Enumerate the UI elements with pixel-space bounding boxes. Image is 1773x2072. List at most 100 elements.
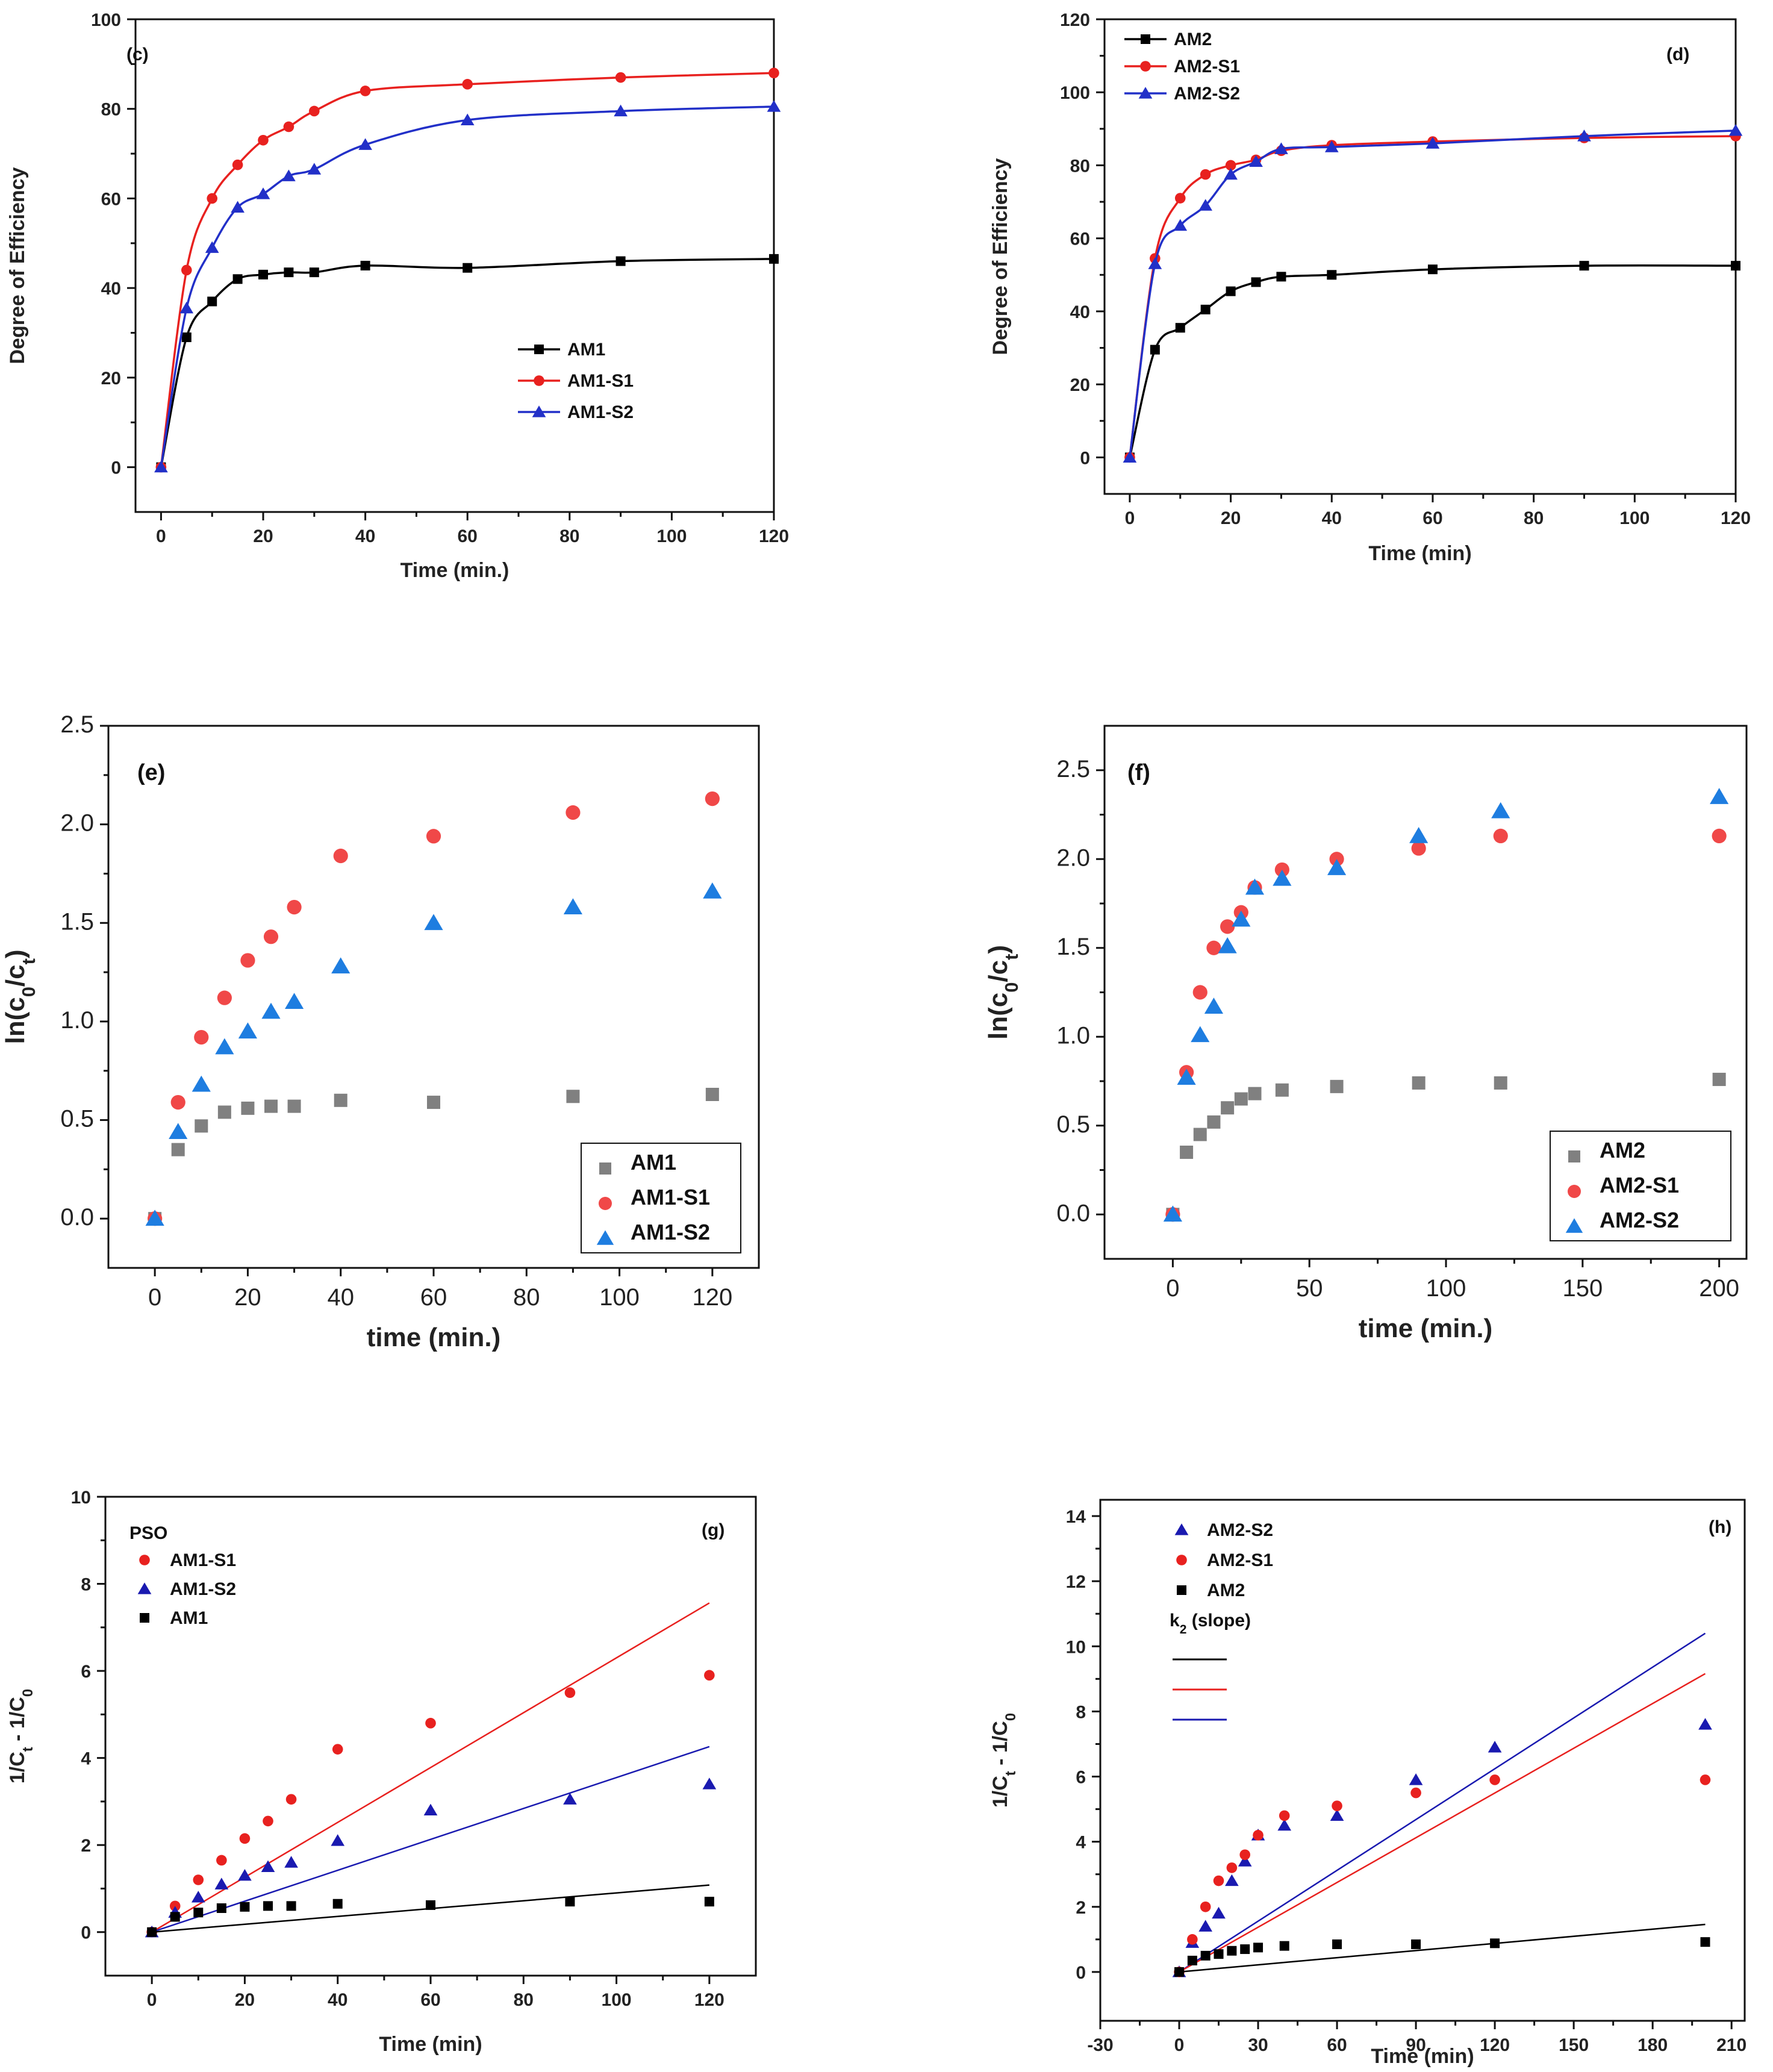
data-point (1330, 1809, 1344, 1821)
data-point (768, 67, 779, 79)
legend-label: AM1 (170, 1608, 208, 1628)
x-tick-label: 120 (1721, 508, 1751, 528)
data-point (1220, 919, 1235, 934)
data-point (231, 201, 245, 213)
data-point (216, 1855, 227, 1866)
data-point (1491, 802, 1510, 819)
data-point (1221, 1101, 1235, 1115)
series-line (1129, 264, 1736, 458)
data-point (1253, 1942, 1264, 1953)
data-point (704, 1897, 714, 1907)
data-point (169, 1900, 181, 1912)
x-tick-label: 80 (514, 1990, 534, 2010)
data-point (705, 1088, 719, 1101)
data-point (1490, 1938, 1500, 1949)
x-tick-label: 80 (513, 1284, 540, 1311)
data-point (614, 104, 628, 117)
data-point (283, 121, 294, 133)
plot-frame (1099, 1499, 1746, 2022)
data-point (240, 1902, 250, 1912)
data-point (331, 1834, 345, 1846)
x-tick-label: 0 (148, 1284, 161, 1311)
data-point (207, 296, 217, 307)
series-am2-s2 (1123, 124, 1743, 463)
data-point (424, 914, 443, 931)
data-point (1710, 788, 1729, 804)
legend-marker (1565, 1218, 1583, 1233)
legend-box (1550, 1131, 1731, 1241)
data-point (179, 301, 194, 314)
data-point (191, 1891, 205, 1903)
x-tick-label: 120 (1480, 2035, 1510, 2055)
legend-label: AM2-S2 (1600, 1208, 1679, 1232)
series-am2-s2 (1163, 788, 1729, 1222)
data-point (1273, 869, 1292, 886)
data-point (1213, 1875, 1224, 1886)
legend-label: AM1-S1 (631, 1185, 710, 1209)
data-point (332, 1744, 343, 1755)
fit-line (151, 1746, 710, 1933)
plot-frame (1103, 18, 1737, 495)
y-tick-label: 80 (101, 100, 121, 120)
legend: AM2 AM2-S1 AM2-S2 (1550, 1131, 1731, 1241)
x-tick-label: 80 (559, 526, 579, 546)
data-point (615, 72, 626, 83)
data-point (1731, 261, 1740, 271)
legend-marker (596, 1230, 614, 1245)
data-point (195, 1119, 208, 1133)
legend-marker (140, 1613, 149, 1623)
x-tick-label: 210 (1716, 2035, 1747, 2055)
data-point (263, 1901, 273, 1911)
data-point (1218, 937, 1237, 953)
data-point (1245, 878, 1265, 895)
data-point (1239, 1849, 1251, 1861)
data-point (240, 953, 255, 968)
legend-marker (599, 1162, 611, 1175)
data-point (1225, 1874, 1239, 1886)
data-point (1226, 1862, 1238, 1873)
y-axis-label: ln(c0/ct) (1, 950, 39, 1044)
chart-panel-h: -30 0 30 60 90 120 150 180 210 0 2 4 6 8 10 12 14 Time (m… (886, 1446, 1773, 2072)
legend: AM2 AM2-S1 AM2-S2 (1124, 30, 1240, 104)
data-point (427, 1096, 440, 1109)
data-point (238, 1868, 252, 1881)
y-tick-label: 10 (71, 1488, 91, 1508)
x-tick-label: 100 (1426, 1275, 1466, 1302)
x-axis-label: Time (min) (379, 2033, 482, 2056)
x-tick-label: 40 (327, 1284, 354, 1311)
x-tick-label: 20 (235, 1990, 255, 2010)
data-point (1123, 451, 1137, 463)
x-axis-label: Time (min.) (400, 559, 509, 582)
data-point (1225, 160, 1236, 171)
data-point (1274, 142, 1288, 154)
y-tick-label: 6 (81, 1662, 91, 1682)
data-point (1700, 1774, 1711, 1785)
y-tick-label: 2.0 (1056, 844, 1090, 871)
data-point (1187, 1955, 1197, 1965)
x-tick-label: 0 (1166, 1275, 1179, 1302)
data-point (1227, 1946, 1237, 1956)
y-tick-label: 100 (91, 10, 121, 30)
data-point (705, 791, 720, 807)
series-am2 (1174, 1923, 1710, 1977)
y-tick-label: 0.5 (1056, 1111, 1090, 1138)
legend-marker (1141, 34, 1150, 44)
y-tick-label: 1.0 (1056, 1022, 1090, 1049)
series-line (160, 258, 774, 467)
data-point (1191, 1026, 1210, 1043)
data-point (261, 1860, 275, 1872)
data-point (261, 1002, 281, 1019)
plot-frame (134, 18, 775, 513)
legend-marker (1177, 1585, 1186, 1595)
legend-label: AM1-S2 (567, 402, 634, 422)
data-point (767, 100, 781, 112)
data-point (205, 241, 219, 253)
data-point (1187, 1934, 1198, 1945)
y-tick-label: 0 (1076, 1963, 1086, 1983)
legend-label: AM2-S1 (1600, 1173, 1679, 1197)
chart-panel-e: 0 20 40 60 80 100 120 0.0 0.5 1.0 1.5 2.0 2.5 time (m… (0, 693, 873, 1385)
y-tick-label: 0 (111, 458, 121, 478)
data-point (170, 1094, 185, 1110)
x-tick-label: 20 (253, 526, 273, 546)
x-tick-label: 40 (1322, 508, 1342, 528)
